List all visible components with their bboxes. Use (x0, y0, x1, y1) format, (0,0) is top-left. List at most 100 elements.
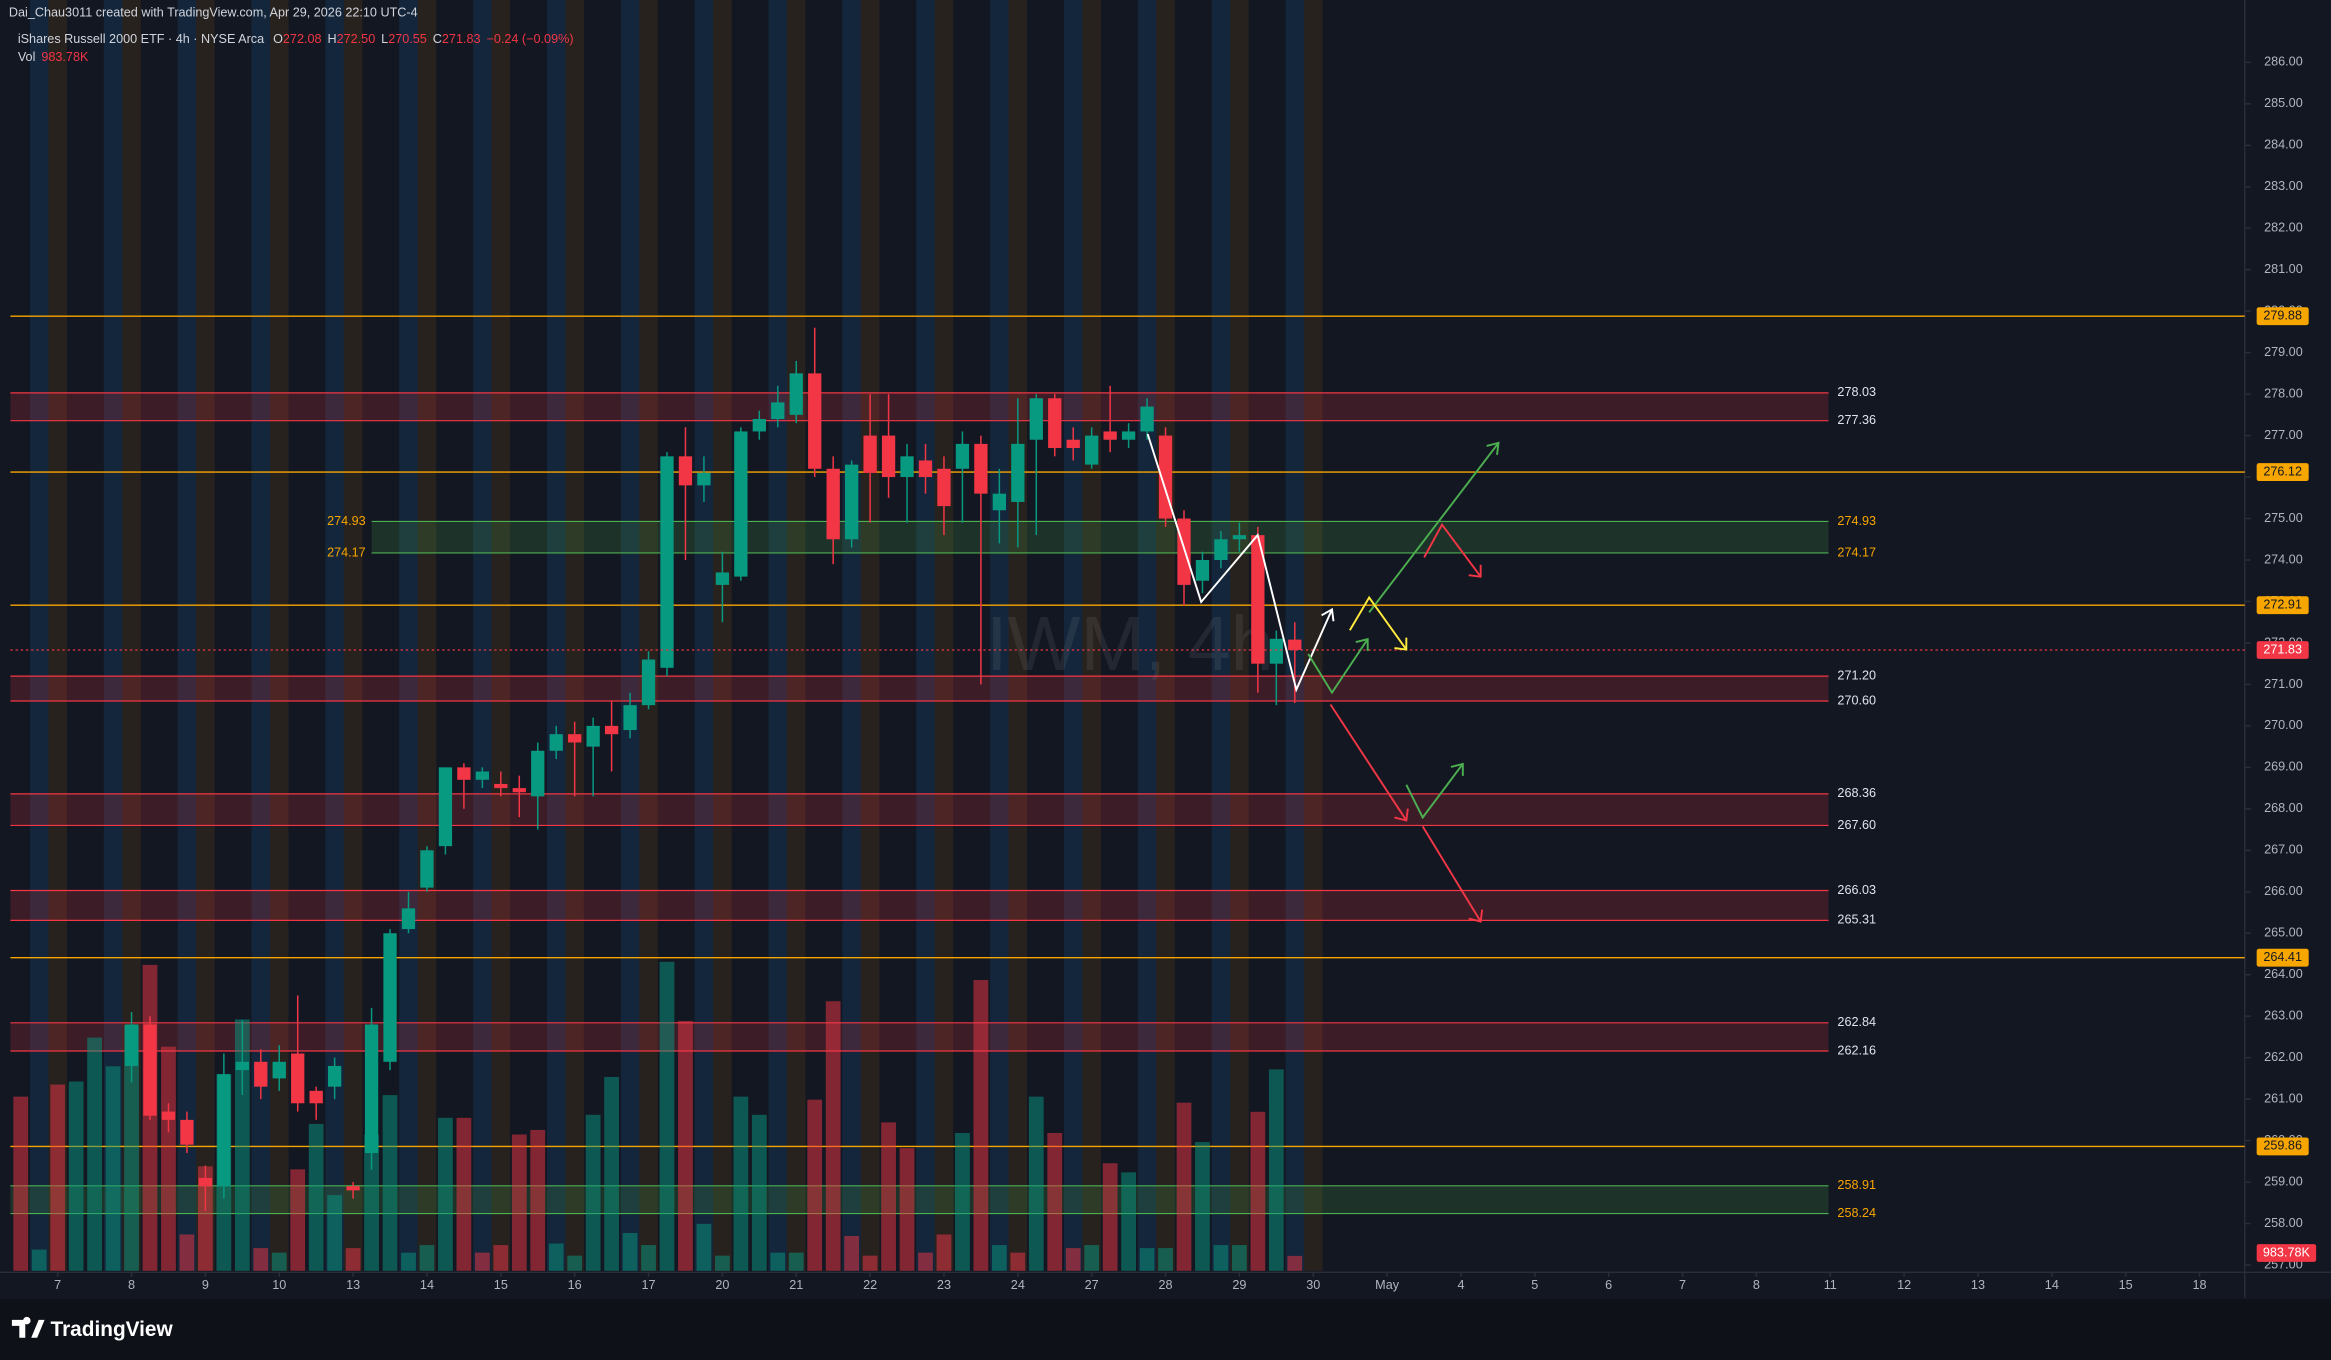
x-tick-label: 20 (715, 1278, 729, 1292)
x-tick-label: 10 (272, 1278, 286, 1292)
volume-bar (715, 1255, 730, 1271)
volume-bar (198, 1166, 213, 1271)
premarket-stripe (639, 0, 658, 1271)
postmarket-stripe (842, 0, 861, 1271)
drawing-line (1405, 763, 1464, 820)
arrow-head (1486, 441, 1500, 455)
candle-body (235, 1061, 249, 1071)
arrow-head (1450, 762, 1464, 776)
x-tick-label: 27 (1085, 1278, 1099, 1292)
postmarket-stripe (1211, 0, 1231, 1271)
level-tag-label: 272.91 (2263, 598, 2302, 612)
volume-bar (234, 1019, 250, 1271)
postmarket-stripe (990, 0, 1009, 1271)
volume-bar (345, 1248, 361, 1271)
volume-bar (991, 1245, 1007, 1271)
volume-bar (1028, 1096, 1044, 1271)
volume-bar (641, 1245, 656, 1271)
drawings (1146, 433, 1500, 923)
candle-body (604, 725, 619, 735)
candle-body (161, 1111, 176, 1120)
candle-body (531, 750, 545, 797)
zone (10, 793, 1829, 826)
candle-body (494, 783, 508, 789)
volume-bar (438, 1117, 453, 1271)
candle-body (734, 431, 748, 577)
session-stripes (29, 0, 1323, 1271)
premarket-stripe (417, 0, 437, 1271)
premarket-stripe (1304, 0, 1323, 1271)
premarket-stripe (1156, 0, 1175, 1271)
x-tick-label: 16 (568, 1278, 582, 1292)
zone-label: 274.93 (1837, 514, 1876, 528)
candle-body (272, 1061, 286, 1079)
x-tick-label: 11 (1824, 1278, 1837, 1292)
volume-bar (659, 961, 675, 1271)
candle-body (568, 734, 582, 743)
volume-bar (419, 1245, 435, 1271)
volume-bar (382, 1095, 398, 1271)
postmarket-stripe (29, 0, 49, 1271)
zone-label: 258.24 (1837, 1206, 1876, 1220)
volume-bar (1232, 1245, 1247, 1271)
candle-body (1232, 535, 1247, 540)
legend-value: 271.83 (442, 32, 481, 46)
y-tick-label: 281.00 (2264, 262, 2303, 276)
y-tick-label: 264.00 (2264, 967, 2303, 981)
volume-bar (899, 1148, 915, 1271)
volume-bar (308, 1123, 324, 1271)
volume-bar (161, 1046, 176, 1271)
x-tick-label: 8 (1753, 1278, 1760, 1292)
candle-body (844, 464, 859, 540)
volume-bar (1268, 1069, 1284, 1271)
candle-body (715, 572, 730, 585)
x-tick-label: 15 (494, 1278, 508, 1292)
y-tick-label: 266.00 (2264, 884, 2303, 898)
watermark: IWM, 4h (986, 601, 1274, 687)
y-tick-label: 282.00 (2264, 221, 2303, 235)
zone (10, 676, 1829, 702)
legend-key: L (381, 32, 388, 46)
volume-bar (1121, 1172, 1136, 1271)
zone-label: 271.20 (1837, 668, 1876, 682)
candle-body (1029, 398, 1043, 440)
candle-body (475, 771, 490, 780)
candle-body (1214, 539, 1228, 561)
y-tick-label: 274.00 (2264, 552, 2303, 566)
postmarket-stripe (251, 0, 271, 1271)
postmarket-stripe (694, 0, 714, 1271)
postmarket-stripe (399, 0, 418, 1271)
legend-change: −0.24 (−0.09%) (486, 32, 573, 46)
volume-tag-label: 983.78K (2263, 1245, 2311, 1259)
x-tick-label: 18 (2193, 1278, 2207, 1292)
candle-body (623, 705, 637, 731)
volume-bar (807, 1099, 823, 1271)
candle-body (438, 767, 453, 847)
candle-body (217, 1074, 231, 1187)
level-tag (2256, 596, 2309, 615)
volume-bar (1065, 1248, 1081, 1271)
volume-bar (1287, 1255, 1303, 1271)
candle-body (1195, 560, 1210, 581)
premarket-stripe (122, 0, 141, 1271)
x-tick-label: 29 (1232, 1278, 1246, 1292)
volume-bar (530, 1129, 546, 1271)
volume-bar (604, 1076, 619, 1271)
arrow-head (1468, 564, 1482, 578)
logo-icon (11, 1316, 45, 1338)
premarket-stripe (491, 0, 511, 1271)
volume-name: Vol (18, 50, 36, 64)
x-tick-label: 14 (2045, 1278, 2059, 1292)
candle-body (992, 493, 1007, 511)
postmarket-stripe (473, 0, 492, 1271)
arrow-head (1394, 637, 1408, 651)
level-tag-label: 264.41 (2263, 950, 2302, 964)
x-tick-label: 23 (937, 1278, 951, 1292)
volume-tag (2256, 1244, 2317, 1262)
x-tick-label: 22 (863, 1278, 877, 1292)
level-tag-label: 276.12 (2263, 464, 2302, 478)
arrow-head (1468, 909, 1484, 923)
volume-bar (548, 1243, 564, 1271)
x-tick-label: 30 (1306, 1278, 1320, 1292)
candle-body (383, 933, 397, 1062)
